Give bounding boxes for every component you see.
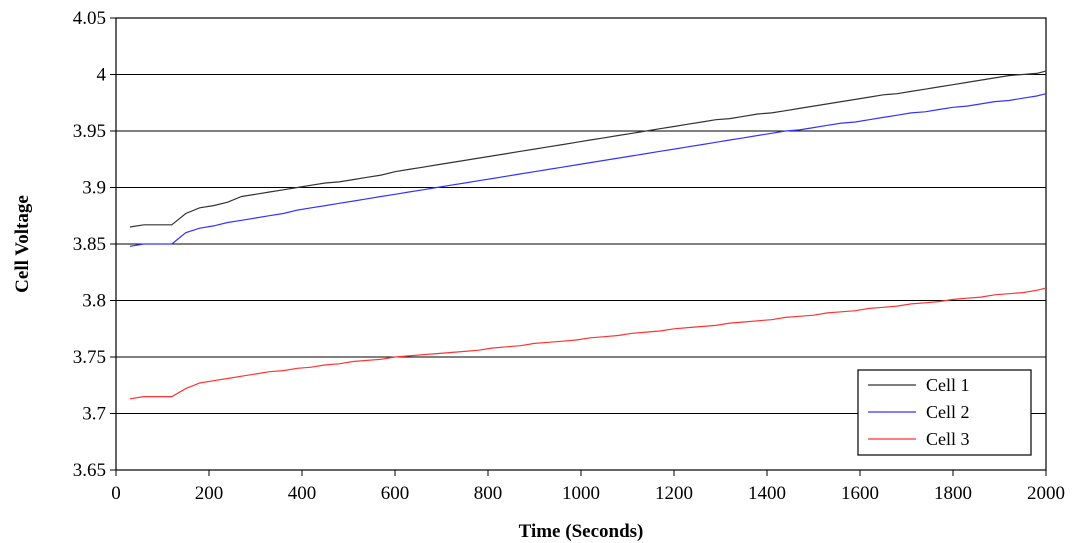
x-tick-label: 200 xyxy=(195,483,224,504)
y-tick-label: 3.75 xyxy=(73,347,106,368)
y-tick-label: 3.9 xyxy=(82,178,106,199)
y-axis: 3.65 3.7 3.75 3.8 3.85 3.9 3.95 4 4.05 xyxy=(73,8,116,481)
y-tick-label: 3.65 xyxy=(73,460,106,481)
y-tick-label: 3.95 xyxy=(73,121,106,142)
y-tick-label: 4.05 xyxy=(73,8,106,29)
series-line-cell-3 xyxy=(129,287,1047,400)
legend-label: Cell 1 xyxy=(926,375,970,395)
x-tick-label: 600 xyxy=(381,483,410,504)
y-tick-label: 3.7 xyxy=(82,404,106,425)
x-tick-label: 0 xyxy=(111,483,121,504)
x-tick-label: 800 xyxy=(474,483,503,504)
series-line-cell-1 xyxy=(129,70,1047,228)
x-tick-label: 1800 xyxy=(934,483,972,504)
x-tick-label: 1600 xyxy=(841,483,879,504)
y-axis-title: Cell Voltage xyxy=(12,195,33,293)
x-axis: 0 200 400 600 800 1000 1200 1400 1600 1800 2000 xyxy=(111,470,1065,504)
x-tick-label: 1200 xyxy=(655,483,693,504)
x-axis-title: Time (Seconds) xyxy=(519,521,644,542)
y-tick-label: 3.85 xyxy=(73,234,106,255)
x-tick-label: 400 xyxy=(288,483,317,504)
series-line-cell-2 xyxy=(129,93,1047,247)
x-tick-label: 1400 xyxy=(748,483,786,504)
x-tick-label: 1000 xyxy=(562,483,600,504)
y-tick-label: 4 xyxy=(97,65,107,86)
legend-label: Cell 2 xyxy=(926,402,970,422)
legend: Cell 1 Cell 2 Cell 3 xyxy=(857,369,1032,456)
y-tick-label: 3.8 xyxy=(82,291,106,312)
legend-label: Cell 3 xyxy=(926,429,970,449)
x-tick-label: 2000 xyxy=(1027,483,1065,504)
series-lines xyxy=(129,70,1047,400)
